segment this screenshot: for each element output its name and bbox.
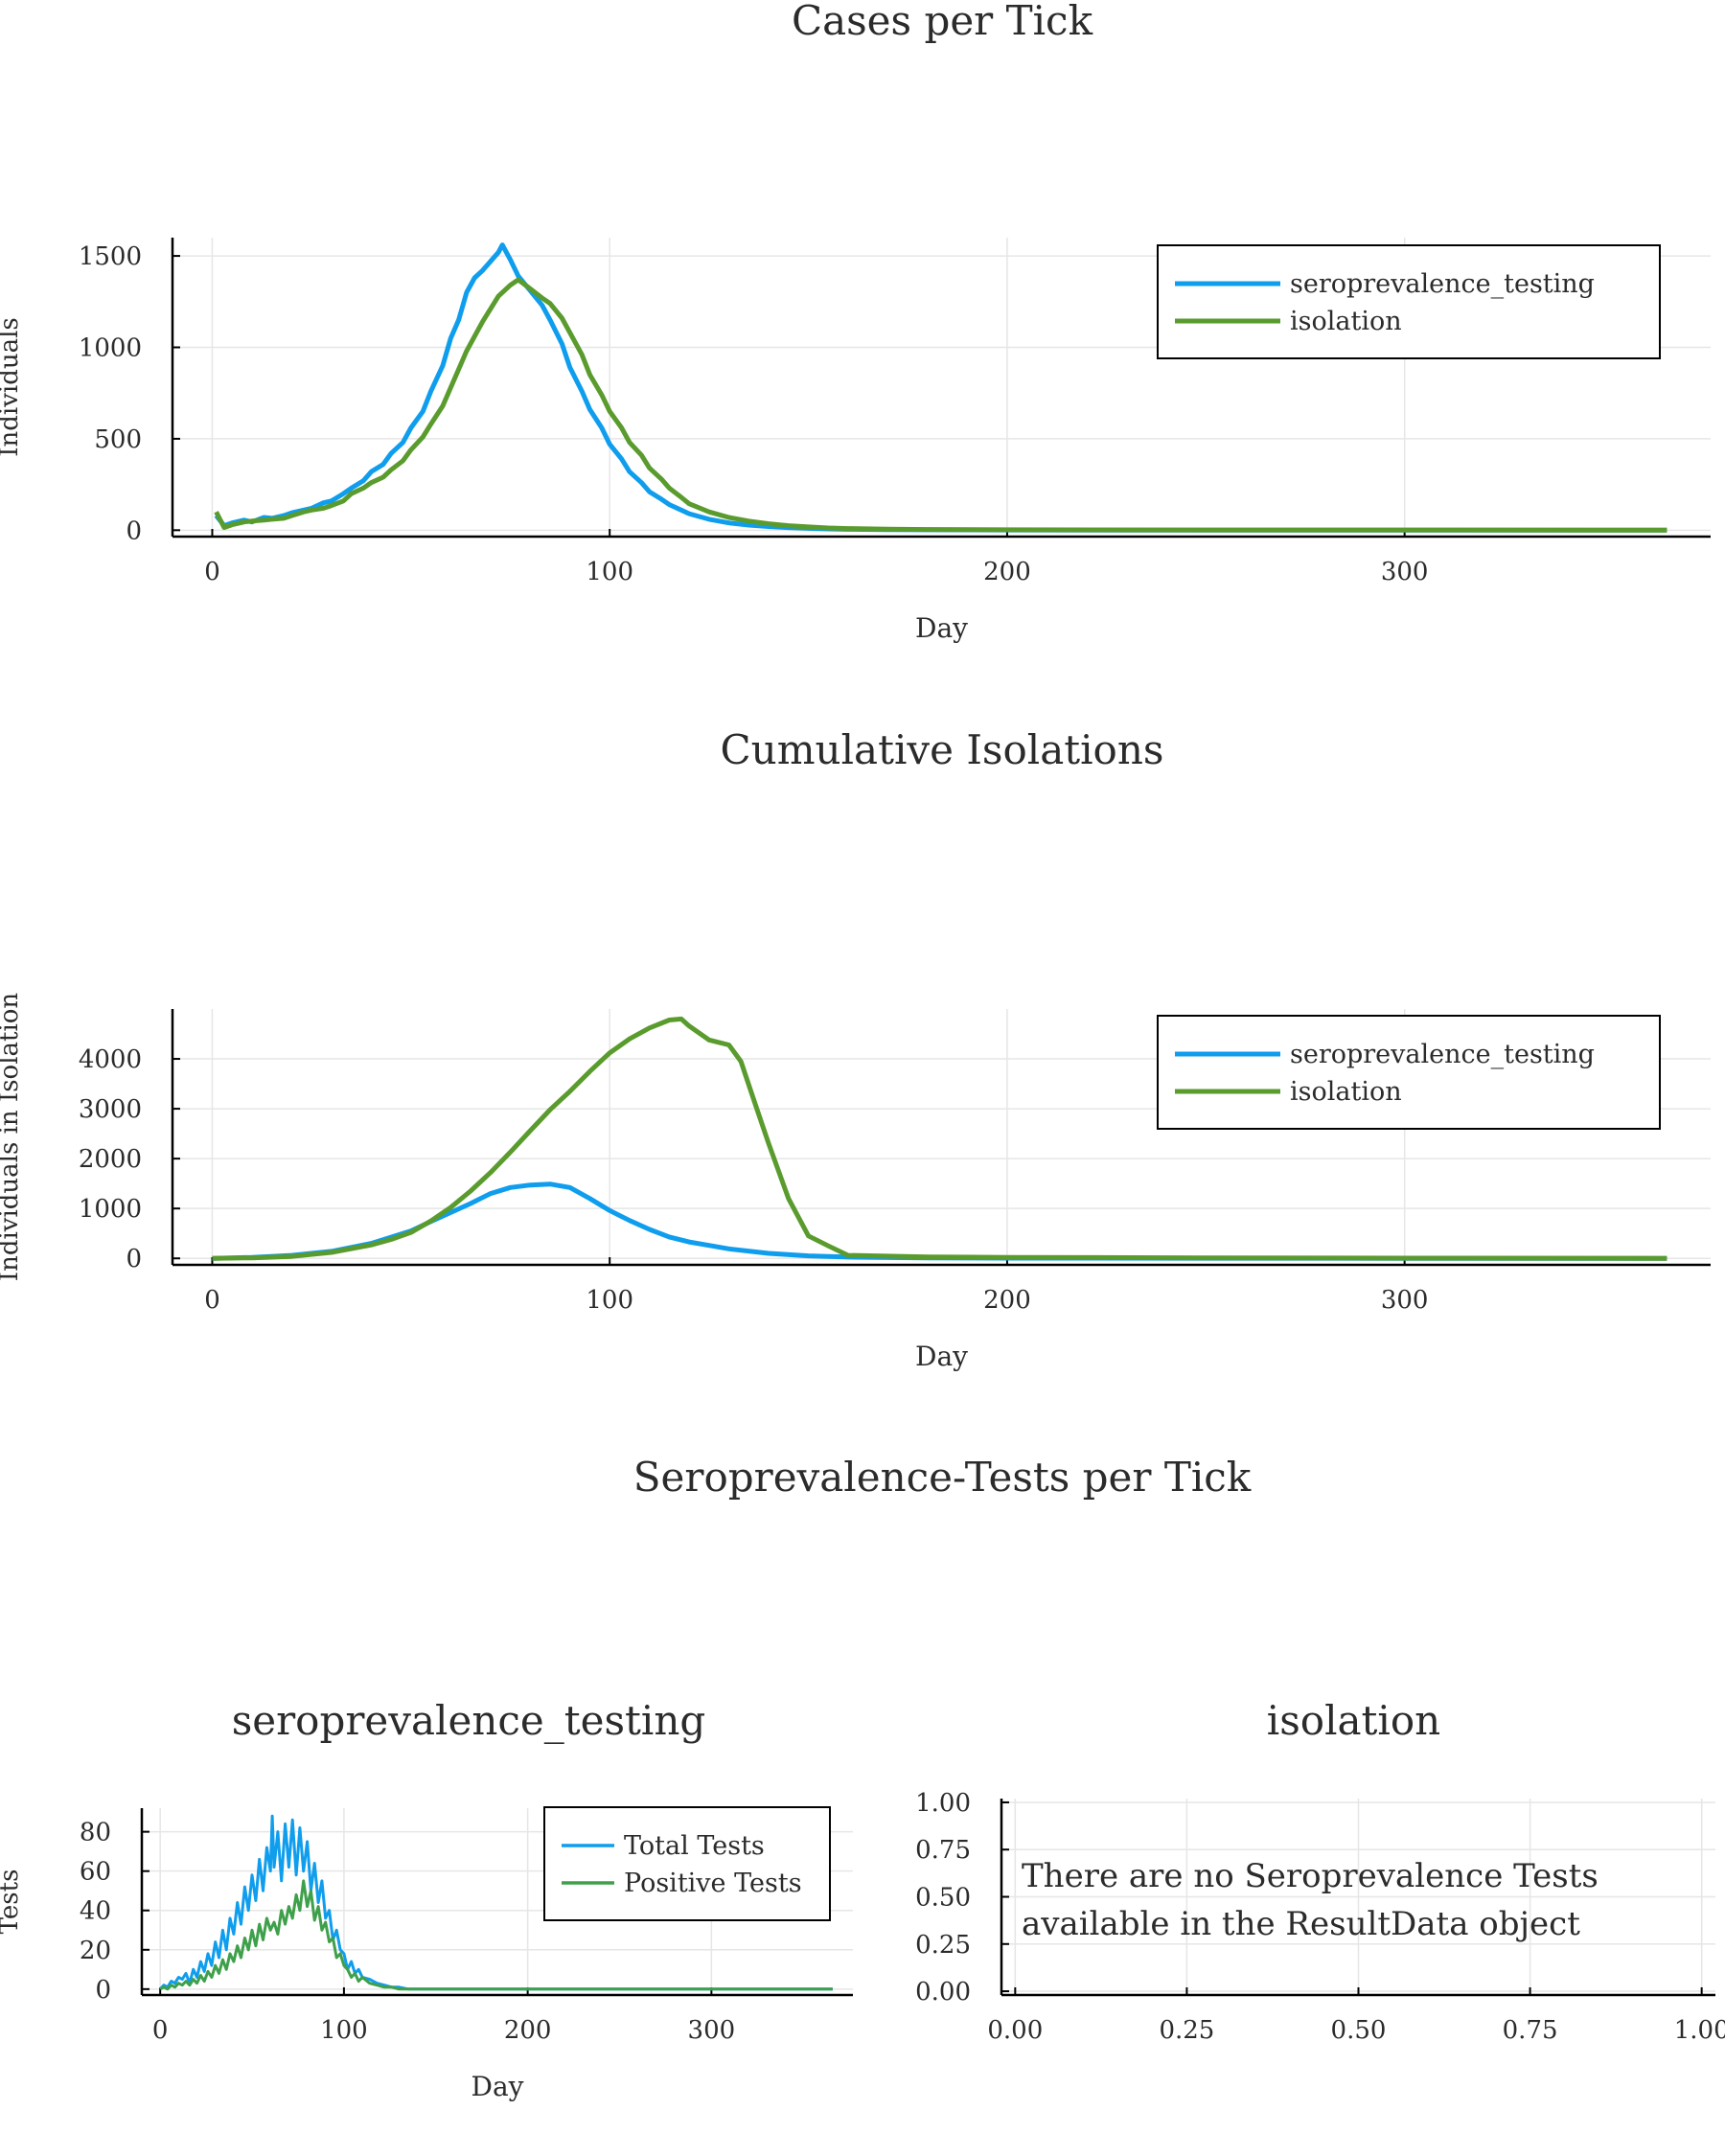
x-tick-label: 0.25 (1159, 2016, 1214, 2045)
x-axis-label: Day (472, 2071, 524, 2102)
legend-box (1157, 1015, 1661, 1130)
y-tick-label: 3000 (79, 1095, 142, 1124)
y-tick-label: 1000 (79, 1195, 142, 1224)
x-tick-label: 0.75 (1503, 2016, 1558, 2045)
legend-label: seroprevalence_testing (1290, 1040, 1595, 1069)
series-line-total-tests (159, 1814, 833, 1991)
y-tick-label: 1.00 (915, 1789, 971, 1818)
x-tick-label: 1.00 (1674, 2016, 1725, 2045)
figure-title: Seroprevalence-Tests per Tick (633, 1454, 1252, 1501)
x-axis-label: Day (915, 1341, 968, 1372)
x-tick-label: 200 (504, 2016, 552, 2045)
y-axis-label: Tests (0, 1869, 24, 1935)
legend-label: isolation (1290, 1077, 1402, 1107)
y-tick-label: 60 (80, 1858, 111, 1887)
x-tick-label: 300 (1381, 558, 1429, 586)
annotation-text: There are no Seroprevalence Tests (1022, 1857, 1598, 1895)
legend: Total Tests Positive Tests (543, 1806, 831, 1921)
y-tick-label: 0.75 (915, 1836, 971, 1865)
y-tick-label: 0 (95, 1976, 111, 2005)
y-tick-label: 500 (94, 425, 142, 454)
legend-label: Positive Tests (624, 1869, 802, 1898)
y-tick-label: 20 (80, 1937, 111, 1965)
y-tick-label: 80 (80, 1819, 111, 1847)
chart-4: isolation 0.00 0.25 0.50 0.75 1.00 0.00 0.25 0.5… (915, 1697, 1725, 2045)
y-tick-label: 1500 (79, 242, 142, 271)
y-axis-label: Individuals in Isolation (0, 993, 24, 1282)
series-line-isolation (214, 277, 1668, 533)
chart-title: Cases per Tick (792, 0, 1093, 44)
x-tick-label: 0.50 (1331, 2016, 1387, 2045)
legend: seroprevalence_testing isolation (1157, 244, 1661, 359)
series-line-isolation (212, 1016, 1668, 1261)
legend-label: seroprevalence_testing (1290, 269, 1595, 299)
y-tick-label: 0.50 (915, 1884, 971, 1913)
x-tick-label: 300 (688, 2016, 736, 2045)
y-tick-label: 0.00 (915, 1978, 971, 2007)
y-tick-label: 40 (80, 1897, 111, 1926)
y-axis-label: Individuals (0, 317, 24, 457)
legend-label: Total Tests (624, 1831, 765, 1861)
chart-title: Cumulative Isolations (721, 726, 1164, 773)
x-tick-label: 0 (204, 558, 220, 586)
series-line-seroprevalence-testing (214, 242, 1668, 533)
subplot-title: isolation (1267, 1697, 1440, 1744)
chart-3: Seroprevalence-Tests per Tick seroprevale… (0, 1454, 1252, 2102)
x-tick-label: 200 (983, 558, 1031, 586)
y-tick-label: 1000 (79, 333, 142, 362)
chart-1: Cases per Tick 0 100 200 300 0 500 1000 1500 Day I… (0, 0, 1711, 644)
annotation-text: available in the ResultData object (1022, 1905, 1580, 1943)
series-line-positive-tests (159, 1879, 833, 1991)
x-tick-label: 0 (152, 2016, 169, 2045)
x-tick-label: 200 (983, 1286, 1031, 1315)
y-tick-label: 4000 (79, 1045, 142, 1074)
x-tick-label: 0 (204, 1286, 220, 1315)
x-tick-label: 300 (1381, 1286, 1429, 1315)
legend-box (543, 1806, 831, 1921)
x-tick-label: 0.00 (987, 2016, 1043, 2045)
legend: seroprevalence_testing isolation (1157, 1015, 1661, 1130)
x-tick-label: 100 (586, 1286, 633, 1315)
subplot-title: seroprevalence_testing (232, 1697, 706, 1744)
x-tick-label: 100 (586, 558, 633, 586)
legend-label: isolation (1290, 307, 1402, 336)
x-axis-label: Day (915, 612, 968, 644)
y-tick-label: 2000 (79, 1145, 142, 1174)
y-tick-label: 0 (126, 516, 142, 545)
x-tick-label: 100 (320, 2016, 368, 2045)
legend-box (1157, 244, 1661, 359)
y-tick-label: 0 (126, 1245, 142, 1273)
y-tick-label: 0.25 (915, 1931, 971, 1960)
